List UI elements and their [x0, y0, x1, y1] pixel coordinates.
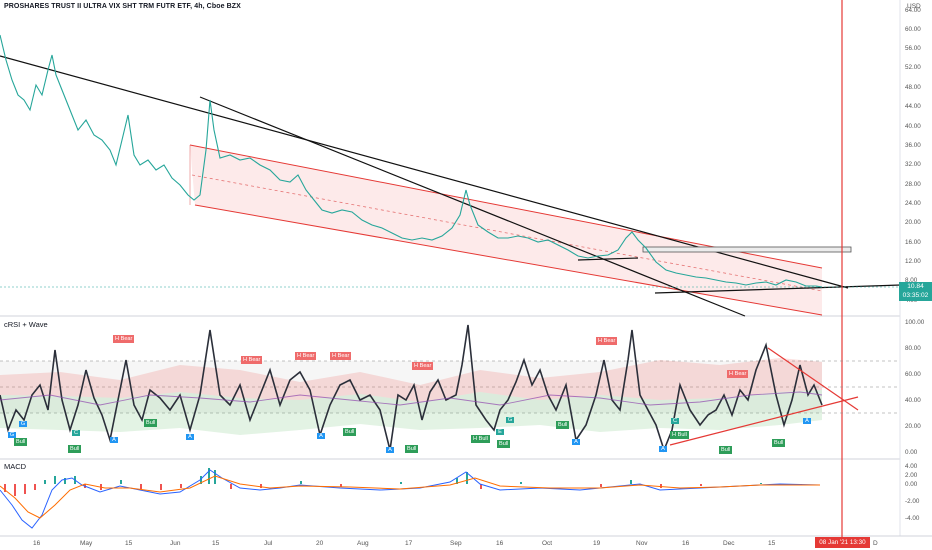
h-bear-tag: H Bear: [295, 352, 317, 360]
letter-marker: A: [572, 439, 580, 445]
macd-tick: 0.00: [905, 481, 918, 488]
price-tick: 24.00: [905, 200, 921, 207]
time-tick: 15: [212, 540, 220, 547]
last-price-value: 10.84: [907, 283, 924, 290]
price-tick: 12.00: [905, 258, 921, 265]
time-tick: Jul: [264, 540, 273, 547]
rsi-bands: [0, 358, 900, 435]
macd-tick: -2.00: [905, 498, 920, 505]
bull-tag: Bull: [343, 428, 357, 436]
price-tick: 44.00: [905, 103, 921, 110]
h-bull-tag: H Bull: [670, 431, 689, 439]
rsi-line: [0, 324, 823, 453]
macd-pane-title[interactable]: MACD: [4, 462, 27, 471]
time-tick: 20: [316, 540, 324, 547]
currency-label: USD: [907, 3, 921, 10]
last-price-badge: 10.84 03:35:02: [899, 282, 932, 301]
time-tick: Aug: [357, 540, 369, 547]
time-tick: Jun: [170, 540, 181, 547]
rsi-triangle: [669, 347, 859, 446]
h-bear-tag: H Bear: [241, 356, 263, 364]
regression-channel: [189, 144, 823, 316]
time-tick: Dec: [723, 540, 735, 547]
h-bear-tag: H Bear: [727, 370, 749, 378]
price-tick: 36.00: [905, 142, 921, 149]
macd-tick: 4.00: [905, 463, 918, 470]
price-tick: 48.00: [905, 84, 921, 91]
price-tick: 56.00: [905, 45, 921, 52]
letter-marker: C: [72, 430, 80, 436]
price-tick: 40.00: [905, 123, 921, 130]
time-tick: D: [873, 540, 878, 547]
macd-histogram: [4, 468, 802, 496]
h-bear-tag: H Bear: [412, 362, 434, 370]
letter-marker: A: [317, 433, 325, 439]
time-tick: 17: [405, 540, 413, 547]
h-bull-tag: H Bull: [471, 435, 490, 443]
macd-tick: 2.00: [905, 472, 918, 479]
resistance-zone[interactable]: [642, 246, 852, 253]
letter-marker: A: [386, 447, 394, 453]
bull-tag: Bull: [719, 446, 733, 454]
letter-marker: A: [803, 418, 811, 424]
time-tick: 16: [33, 540, 41, 547]
rsi-tick: 100.00: [905, 319, 925, 326]
price-series: [0, 34, 823, 288]
bull-tag: Bull: [144, 419, 158, 427]
letter-marker: C: [671, 418, 679, 424]
crosshair-date-badge: 08 Jan '21 13:30: [815, 537, 870, 548]
price-tick: 28.00: [905, 181, 921, 188]
rsi-tick: 40.00: [905, 397, 921, 404]
crosshair-date: 08 Jan '21: [819, 539, 849, 546]
price-tick: 64.00: [905, 7, 921, 14]
bull-tag: Bull: [14, 438, 28, 446]
h-bear-tag: H Bear: [113, 335, 135, 343]
rsi-tick: 60.00: [905, 371, 921, 378]
time-tick: Oct: [542, 540, 553, 547]
chart-title: PROSHARES TRUST II ULTRA VIX SHT TRM FUT…: [4, 3, 241, 10]
price-tick: 32.00: [905, 161, 921, 168]
time-tick: 15: [125, 540, 133, 547]
rsi-tick: 20.00: [905, 423, 921, 430]
letter-marker: E: [496, 429, 504, 435]
bar-countdown: 03:35:02: [902, 292, 929, 299]
time-tick: 15: [768, 540, 776, 547]
price-tick: 16.00: [905, 239, 921, 246]
rsi-tick: 0.00: [905, 449, 918, 456]
bull-tag: Bull: [556, 421, 570, 429]
macd-lines: [0, 469, 821, 529]
price-tick: 8.00: [905, 277, 918, 284]
time-tick: Nov: [636, 540, 648, 547]
letter-marker: G: [19, 421, 27, 427]
rsi-tick: 80.00: [905, 345, 921, 352]
time-tick: May: [80, 540, 93, 547]
price-tick: 52.00: [905, 64, 921, 71]
letter-marker: G: [506, 417, 514, 423]
price-tick: 60.00: [905, 26, 921, 33]
bull-tag: Bull: [772, 439, 786, 447]
h-bear-tag: H Bear: [330, 352, 352, 360]
macd-tick: -4.00: [905, 515, 920, 522]
letter-marker: G: [8, 432, 16, 438]
time-tick: Sep: [450, 540, 462, 547]
letter-marker: A: [110, 437, 118, 443]
bull-tag: Bull: [405, 445, 419, 453]
rsi-pane-title[interactable]: cRSI + Wave: [4, 320, 48, 329]
time-tick: 16: [496, 540, 504, 547]
price-tick: 20.00: [905, 219, 921, 226]
bull-tag: Bull: [68, 445, 82, 453]
time-tick: 19: [593, 540, 601, 547]
h-bear-tag: H Bear: [596, 337, 618, 345]
bull-tag: Bull: [497, 440, 511, 448]
letter-marker: A: [186, 434, 194, 440]
letter-marker: A: [659, 446, 667, 452]
crosshair-time: 13:30: [849, 539, 866, 546]
time-tick: 16: [682, 540, 690, 547]
